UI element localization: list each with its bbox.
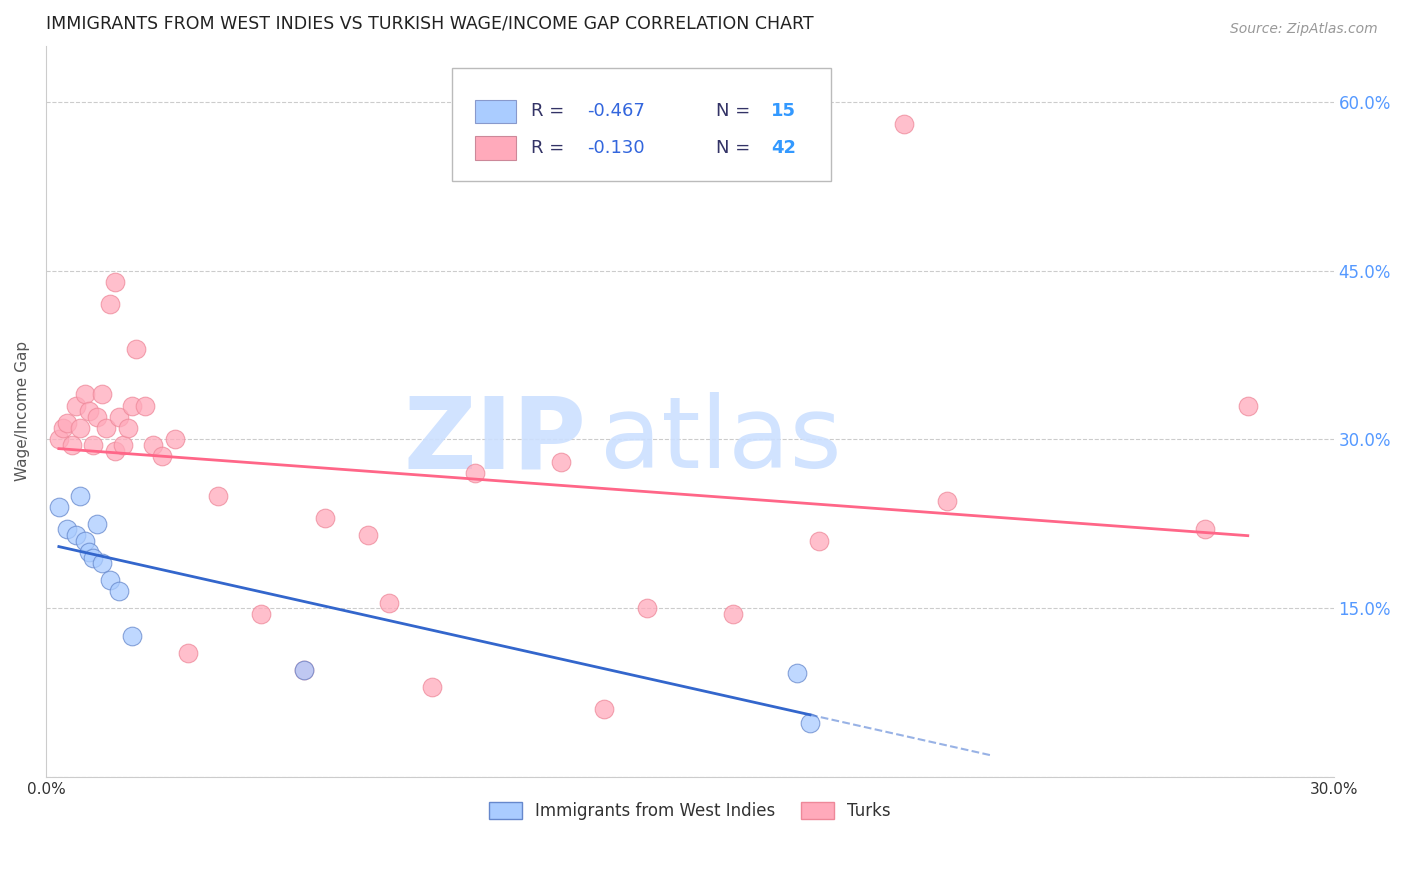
Point — [163, 433, 186, 447]
Point — [65, 399, 87, 413]
Point — [108, 409, 131, 424]
Point — [77, 404, 100, 418]
Point — [314, 511, 336, 525]
Point — [48, 500, 70, 514]
Text: R =: R = — [531, 139, 571, 157]
Text: N =: N = — [716, 103, 755, 120]
Text: Source: ZipAtlas.com: Source: ZipAtlas.com — [1230, 22, 1378, 37]
Point — [112, 438, 135, 452]
Point — [65, 528, 87, 542]
Point — [77, 545, 100, 559]
Point — [249, 607, 271, 621]
Point — [69, 489, 91, 503]
Point — [104, 275, 127, 289]
Point — [121, 399, 143, 413]
Point — [94, 421, 117, 435]
Point — [893, 117, 915, 131]
Point — [52, 421, 75, 435]
Point — [82, 550, 104, 565]
Point — [807, 533, 830, 548]
Text: 42: 42 — [770, 139, 796, 157]
Point — [82, 438, 104, 452]
Point — [86, 516, 108, 531]
Point — [593, 702, 616, 716]
Point — [117, 421, 139, 435]
Point — [90, 556, 112, 570]
Point — [98, 297, 121, 311]
Point — [207, 489, 229, 503]
Text: R =: R = — [531, 103, 571, 120]
Y-axis label: Wage/Income Gap: Wage/Income Gap — [15, 342, 30, 482]
Point — [936, 494, 959, 508]
Point — [142, 438, 165, 452]
FancyBboxPatch shape — [475, 136, 516, 160]
Point — [786, 666, 808, 681]
Text: -0.467: -0.467 — [586, 103, 645, 120]
Point — [799, 715, 821, 730]
Text: -0.130: -0.130 — [586, 139, 644, 157]
Point — [176, 646, 198, 660]
Point — [464, 466, 486, 480]
Point — [636, 601, 658, 615]
Text: atlas: atlas — [600, 392, 841, 489]
Point — [98, 573, 121, 587]
Point — [108, 584, 131, 599]
Point — [56, 416, 79, 430]
Point — [1194, 522, 1216, 536]
Point — [420, 680, 443, 694]
Point — [378, 595, 401, 609]
Point — [48, 433, 70, 447]
Text: N =: N = — [716, 139, 755, 157]
Point — [73, 533, 96, 548]
FancyBboxPatch shape — [451, 68, 831, 181]
Point — [150, 450, 173, 464]
Point — [292, 663, 315, 677]
Point — [550, 455, 572, 469]
Point — [60, 438, 83, 452]
Point — [90, 387, 112, 401]
Point — [721, 607, 744, 621]
Text: ZIP: ZIP — [404, 392, 586, 489]
Point — [69, 421, 91, 435]
Point — [56, 522, 79, 536]
Legend: Immigrants from West Indies, Turks: Immigrants from West Indies, Turks — [482, 796, 897, 827]
Point — [121, 629, 143, 643]
Point — [125, 343, 148, 357]
Text: IMMIGRANTS FROM WEST INDIES VS TURKISH WAGE/INCOME GAP CORRELATION CHART: IMMIGRANTS FROM WEST INDIES VS TURKISH W… — [46, 15, 814, 33]
Point — [292, 663, 315, 677]
Point — [73, 387, 96, 401]
FancyBboxPatch shape — [475, 100, 516, 123]
Point — [357, 528, 380, 542]
Point — [104, 443, 127, 458]
Point — [134, 399, 156, 413]
Point — [1236, 399, 1258, 413]
Point — [86, 409, 108, 424]
Text: 15: 15 — [770, 103, 796, 120]
